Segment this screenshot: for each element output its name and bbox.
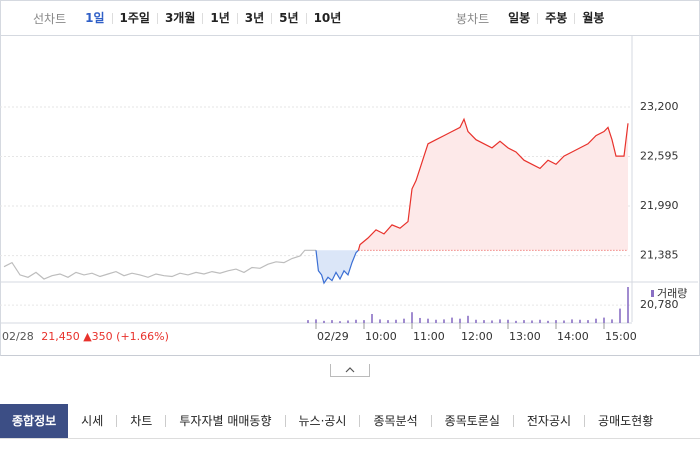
volume-bar: [483, 320, 485, 323]
collapse-icon: [345, 367, 355, 373]
volume-bar: [523, 320, 525, 323]
volume-bar: [611, 319, 613, 323]
tab-bar: 종합정보 시세 차트 투자자별 매매동향 뉴스·공시 종목분석 종목토론실 전자공시 공매도현황: [0, 404, 700, 439]
x-tick-label: 10:00: [365, 330, 397, 343]
candle-button[interactable]: 주봉: [537, 12, 574, 24]
volume-bar: [395, 319, 397, 323]
collapse-button[interactable]: [330, 364, 370, 377]
volume-bar: [371, 314, 373, 323]
summary: 02/28 21,450 ▲350 (+1.66%): [2, 330, 169, 343]
tab[interactable]: 종목분석: [359, 415, 430, 427]
volume-bar: [603, 317, 605, 323]
volume-bar: [587, 320, 589, 323]
volume-bar: [403, 318, 405, 323]
y-tick-label: 21,990: [640, 199, 679, 212]
price-line: [357, 117, 629, 251]
chart: 20,780 21,385 21,990 22,595 23,200 02/29 10:00…: [0, 35, 698, 343]
x-tick-label: 14:00: [557, 330, 589, 343]
volume-bar: [427, 318, 429, 323]
tab[interactable]: 시세: [81, 414, 104, 428]
summary-price: 21,450: [41, 330, 80, 343]
volume-bar: [531, 320, 533, 323]
line-periods: 선차트 1일 1주일 3개월 1년 3년 5년 10년: [33, 1, 348, 35]
volume-bar: [579, 319, 581, 323]
candle-button[interactable]: 일봉: [508, 10, 531, 25]
period-button[interactable]: 1년: [202, 12, 236, 24]
volume-bar: [331, 320, 333, 323]
candle-button[interactable]: 월봉: [574, 12, 611, 24]
toolbar: 선차트 1일 1주일 3개월 1년 3년 5년 10년 봉차트 일봉 주봉 월봉: [0, 0, 700, 36]
volume-bar: [363, 320, 365, 323]
period-button[interactable]: 3개월: [156, 12, 202, 24]
volume-bar: [459, 318, 461, 323]
tab[interactable]: 차트: [116, 415, 165, 427]
volume-bar: [411, 312, 413, 323]
price-line: [315, 249, 359, 285]
period-button[interactable]: 1주일: [111, 12, 157, 24]
period-button[interactable]: 5년: [271, 12, 305, 24]
volume-bar: [499, 319, 501, 323]
volume-bar: [595, 318, 597, 323]
volume-bar: [563, 320, 565, 323]
summary-rate: (+1.66%): [116, 330, 169, 343]
volume-bar: [379, 319, 381, 323]
volume-bar: [443, 319, 445, 323]
tab[interactable]: 종목토론실: [430, 415, 513, 427]
tab[interactable]: 전자공시: [512, 415, 584, 427]
volume-bar: [467, 315, 469, 323]
volume-bar: [571, 319, 573, 323]
volume-bar: [435, 319, 437, 323]
area: [358, 119, 628, 251]
legend-swatch: [651, 290, 654, 297]
y-tick-label: 20,780: [640, 298, 679, 311]
volume-bar: [539, 319, 541, 323]
volume-bar: [323, 320, 325, 323]
volume-bar: [347, 320, 349, 323]
volume-label: 거래량: [657, 287, 687, 300]
volume-bar: [387, 320, 389, 323]
volume-bar: [315, 319, 317, 323]
volume-bar: [507, 319, 509, 323]
candle-label: 봉차트: [456, 11, 490, 26]
summary-change: ▲350: [83, 330, 113, 343]
y-tick-label: 23,200: [640, 100, 679, 113]
y-tick-label: 22,595: [640, 150, 679, 163]
period-button[interactable]: 10년: [305, 12, 349, 24]
y-tick-label: 21,385: [640, 249, 679, 262]
x-tick-label: 13:00: [509, 330, 541, 343]
tab[interactable]: 종합정보: [0, 404, 69, 438]
volume-bar: [491, 320, 493, 323]
period-button[interactable]: 1일: [85, 10, 105, 25]
tab[interactable]: 투자자별 매매동향: [165, 415, 284, 427]
x-tick-label: 12:00: [461, 330, 493, 343]
volume-bar: [307, 320, 309, 323]
volume-bar: [339, 321, 341, 323]
period-button[interactable]: 3년: [236, 12, 271, 24]
candle-periods: 봉차트 일봉 주봉 월봉: [456, 1, 611, 35]
x-tick-label: 02/29: [317, 330, 349, 343]
tab[interactable]: 뉴스·공시: [284, 415, 360, 427]
volume-bar: [419, 317, 421, 323]
volume-bar: [475, 319, 477, 323]
volume-bar: [515, 320, 517, 323]
x-tick-label: 11:00: [413, 330, 445, 343]
volume-bar: [355, 319, 357, 323]
volume-bar: [547, 320, 549, 323]
line-label: 선차트: [33, 11, 67, 26]
volume-bar: [627, 287, 629, 323]
volume-bar: [451, 317, 453, 323]
summary-date: 02/28: [2, 330, 34, 343]
area: [316, 250, 359, 284]
tab[interactable]: 공매도현황: [584, 415, 666, 427]
price-line: [3, 249, 316, 280]
volume-bar: [555, 320, 557, 323]
x-tick-label: 15:00: [605, 330, 637, 343]
volume-bar: [619, 308, 621, 323]
